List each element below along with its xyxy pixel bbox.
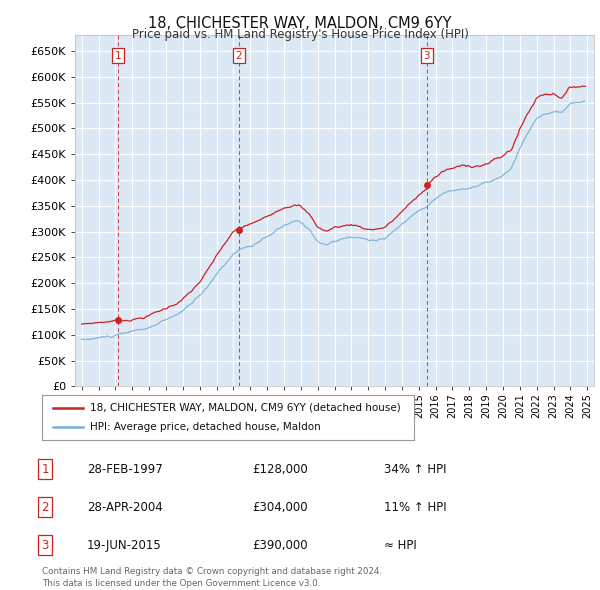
Text: 3: 3 [424,51,430,61]
Text: 2: 2 [41,500,49,514]
Text: £128,000: £128,000 [252,463,308,476]
Text: 28-FEB-1997: 28-FEB-1997 [87,463,163,476]
Text: 2: 2 [235,51,242,61]
Text: £390,000: £390,000 [252,539,308,552]
Text: 18, CHICHESTER WAY, MALDON, CM9 6YY: 18, CHICHESTER WAY, MALDON, CM9 6YY [148,16,452,31]
Text: Price paid vs. HM Land Registry's House Price Index (HPI): Price paid vs. HM Land Registry's House … [131,28,469,41]
Text: Contains HM Land Registry data © Crown copyright and database right 2024.
This d: Contains HM Land Registry data © Crown c… [42,568,382,588]
Text: 28-APR-2004: 28-APR-2004 [87,500,163,514]
Text: 1: 1 [41,463,49,476]
Text: 19-JUN-2015: 19-JUN-2015 [87,539,162,552]
Text: 1: 1 [115,51,121,61]
Text: 18, CHICHESTER WAY, MALDON, CM9 6YY (detached house): 18, CHICHESTER WAY, MALDON, CM9 6YY (det… [91,403,401,412]
Text: HPI: Average price, detached house, Maldon: HPI: Average price, detached house, Mald… [91,422,321,432]
Text: 34% ↑ HPI: 34% ↑ HPI [384,463,446,476]
Text: 3: 3 [41,539,49,552]
Text: £304,000: £304,000 [252,500,308,514]
Text: 11% ↑ HPI: 11% ↑ HPI [384,500,446,514]
Text: ≈ HPI: ≈ HPI [384,539,417,552]
